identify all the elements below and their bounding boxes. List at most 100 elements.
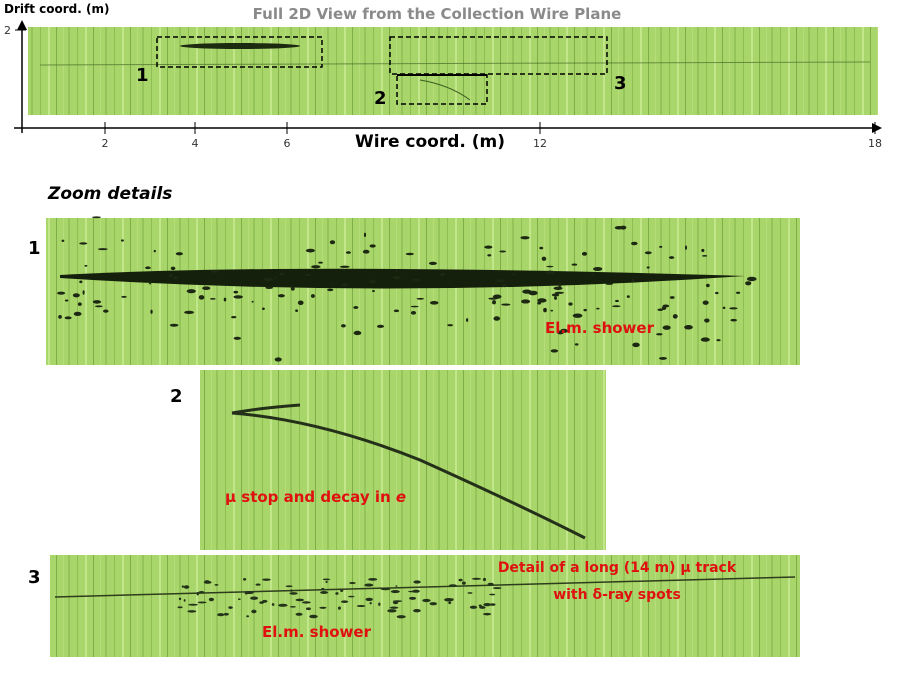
x-tick-label: 6 bbox=[284, 137, 291, 150]
shower-spot bbox=[329, 240, 336, 245]
shower-spot bbox=[605, 282, 614, 285]
shower-spot bbox=[483, 603, 492, 607]
annotation: El.m. shower bbox=[545, 319, 655, 337]
shower-spot bbox=[262, 599, 268, 603]
shower-spot bbox=[274, 276, 277, 279]
shower-spot bbox=[231, 315, 237, 319]
shower-spot bbox=[197, 601, 207, 604]
shower-spot bbox=[278, 603, 288, 607]
shower-spot bbox=[79, 280, 83, 284]
shower-spot bbox=[181, 585, 185, 588]
shower-spot bbox=[448, 601, 452, 605]
shower-spot bbox=[173, 276, 179, 280]
shower-spot bbox=[271, 603, 275, 606]
shower-spot bbox=[501, 303, 511, 306]
shower-spot bbox=[482, 577, 487, 582]
shower-spot bbox=[242, 577, 247, 581]
shower-spot bbox=[702, 254, 708, 257]
shower-spot bbox=[546, 265, 554, 268]
shower-spot bbox=[489, 603, 496, 606]
shower-spot bbox=[153, 249, 156, 253]
shower-spot bbox=[97, 248, 108, 251]
shower-spot bbox=[290, 589, 293, 592]
shower-spot bbox=[405, 252, 414, 256]
shower-spot bbox=[493, 316, 501, 321]
shower-spot bbox=[265, 286, 274, 290]
shower-spot bbox=[378, 602, 381, 606]
shower-spot bbox=[659, 245, 663, 248]
track bbox=[231, 403, 586, 540]
shower-spot bbox=[233, 295, 243, 299]
shower-spot bbox=[489, 593, 496, 596]
shower-spot bbox=[77, 302, 82, 306]
shower-spot bbox=[92, 300, 102, 304]
shower-spot bbox=[202, 286, 211, 291]
shower-spot bbox=[448, 584, 457, 587]
shower-spot bbox=[58, 315, 62, 319]
shower-spot bbox=[305, 248, 315, 253]
shower-spot bbox=[551, 293, 560, 297]
shower-spot bbox=[714, 291, 719, 295]
arrow bbox=[872, 123, 882, 133]
shower-spot bbox=[274, 357, 282, 362]
shower-spot bbox=[560, 328, 568, 333]
shower-spot bbox=[662, 325, 671, 330]
shower-spot bbox=[345, 251, 351, 254]
shower-spot bbox=[362, 249, 370, 254]
shower-spot bbox=[369, 279, 376, 284]
shower-spot bbox=[413, 609, 421, 613]
shower-spot bbox=[322, 578, 331, 581]
shower-spot bbox=[558, 282, 562, 288]
shower-spot bbox=[376, 324, 385, 328]
shower-spot bbox=[178, 597, 182, 601]
shower-spot bbox=[369, 601, 372, 605]
shower-spot bbox=[574, 343, 579, 346]
shower-spot bbox=[61, 239, 65, 242]
shower-spot bbox=[177, 606, 183, 609]
shower-spot bbox=[228, 606, 233, 609]
shower-spot bbox=[255, 583, 261, 586]
shower-spot bbox=[277, 294, 285, 298]
shower-spot bbox=[444, 597, 454, 602]
shower-spot bbox=[289, 592, 298, 595]
shower-spot bbox=[290, 286, 295, 291]
shower-spot bbox=[730, 318, 737, 322]
shower-spot bbox=[581, 251, 588, 256]
shower-spot bbox=[550, 309, 554, 312]
shower-spot bbox=[301, 601, 311, 604]
shower-spot bbox=[233, 290, 239, 294]
shower-spot bbox=[64, 316, 72, 320]
zoom-box bbox=[156, 36, 323, 68]
shower-spot bbox=[392, 275, 401, 280]
shower-spot bbox=[79, 242, 88, 245]
annotation: El.m. shower bbox=[262, 623, 372, 641]
shower-spot bbox=[658, 356, 668, 360]
shower-spot bbox=[263, 277, 274, 282]
shower-spot bbox=[295, 598, 304, 602]
shower-spot bbox=[501, 283, 508, 288]
shower-spot bbox=[295, 612, 303, 616]
shower-spot bbox=[631, 241, 638, 246]
shower-spot bbox=[492, 300, 496, 305]
shower-spot bbox=[339, 265, 350, 268]
shower-spot bbox=[387, 609, 397, 613]
shower-spot bbox=[341, 324, 346, 328]
shower-spot bbox=[487, 582, 494, 586]
shower-spot bbox=[145, 266, 151, 270]
shower-spot bbox=[416, 297, 425, 300]
shower-spot bbox=[196, 592, 200, 596]
shower-spot bbox=[329, 283, 333, 286]
shower-spot bbox=[668, 256, 675, 259]
shower-spot bbox=[183, 599, 186, 602]
shower-spot bbox=[389, 606, 399, 609]
box-label: 1 bbox=[136, 65, 149, 86]
shower-spot bbox=[250, 596, 259, 600]
shower-spot bbox=[380, 588, 391, 591]
shower-spot bbox=[571, 263, 578, 266]
x-tick-label: 4 bbox=[192, 137, 199, 150]
shower-spot bbox=[168, 273, 173, 277]
shower-spot bbox=[340, 589, 344, 592]
shower-spot bbox=[341, 282, 349, 287]
shower-spot bbox=[84, 264, 88, 267]
shower-spot bbox=[550, 349, 559, 353]
